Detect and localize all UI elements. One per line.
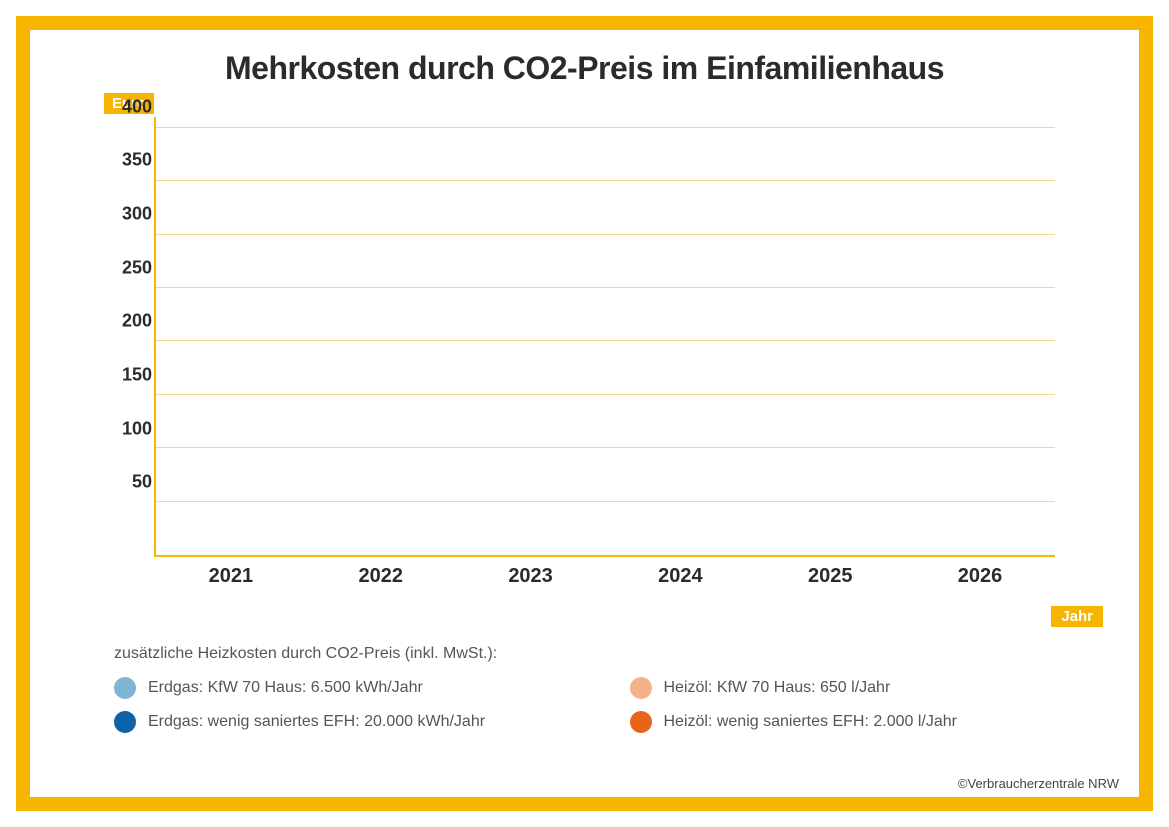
legend-swatch [630,677,652,699]
x-tick-label: 2021 [209,565,254,588]
bar-value-label: 39 [177,526,194,544]
bar-value-label: 190 [567,517,584,544]
legend-swatch [114,677,136,699]
bar-value-label: 215 [653,517,670,544]
legend-title: zusätzliche Heizkosten durch CO2-Preis (… [114,645,1105,663]
bar-value-label: 62 [541,526,558,544]
bar-value-label: 317 [867,517,884,544]
copyright-text: ©Verbraucherzentrale NRW [958,776,1119,791]
bar-value-label: 52 [241,526,258,544]
legend-item: Heizöl: KfW 70 Haus: 650 l/Jahr [630,677,1106,699]
legend-item: Erdgas: wenig saniertes EFH: 20.000 kWh/… [114,711,590,733]
bar-value-label: 349-412 [1017,485,1034,544]
y-tick-label: 250 [108,257,152,278]
chart-title: Mehrkosten durch CO2-Preis im Einfamilie… [64,50,1105,87]
legend: zusätzliche Heizkosten durch CO2-Preis (… [114,645,1105,733]
bar-value-label: 47 [327,526,344,544]
x-tick-label: 2023 [508,565,553,588]
y-tick-label: 100 [108,418,152,439]
legend-label: Heizöl: wenig saniertes EFH: 2.000 l/Jah… [664,713,957,731]
y-tick-label: 350 [108,150,152,171]
bar-value-label: 143 [503,517,520,544]
legend-label: Erdgas: wenig saniertes EFH: 20.000 kWh/… [148,713,485,731]
chart-area: Euro 39120521592021471446219020224714362… [104,97,1095,597]
gridline [156,447,1055,448]
y-tick-label: 400 [108,96,152,117]
bar-value-label: 70 [627,526,644,544]
legend-item: Heizöl: wenig saniertes EFH: 2.000 l/Jah… [630,711,1106,733]
gridline [156,501,1055,502]
bar-value-label: 93 [691,526,708,544]
gridline [156,394,1055,395]
bar-value-label: 78 [777,526,794,544]
legend-item: Erdgas: KfW 70 Haus: 6.500 kWh/Jahr [114,677,590,699]
x-tick-label: 2022 [358,565,403,588]
bar-value-label: 159 [267,517,284,544]
legend-items: Erdgas: KfW 70 Haus: 6.500 kWh/Jahr Heizö… [114,677,1105,733]
y-tick-label: 50 [108,472,152,493]
legend-label: Heizöl: KfW 70 Haus: 650 l/Jahr [664,679,891,697]
gridline [156,127,1055,128]
bar-groups: 3912052159202147144621902022471436219020… [156,117,1055,555]
x-tick-label: 2024 [658,565,703,588]
bar-value-label: 285 [717,517,734,544]
bar-value-label: 120 [203,517,220,544]
bar-value-label: 113-134 [991,486,1008,544]
legend-swatch [114,711,136,733]
chart-frame: Mehrkosten durch CO2-Preis im Einfamilie… [16,16,1153,811]
legend-swatch [630,711,652,733]
bar-value-label: 62 [391,526,408,544]
y-tick-label: 300 [108,204,152,225]
gridline [156,340,1055,341]
plot-area: 3912052159202147144621902022471436219020… [154,117,1055,557]
bar-value-label: 190 [417,517,434,544]
y-tick-label: 200 [108,311,152,332]
x-axis-label: Jahr [1051,606,1103,627]
bar-value-label: 263-311 [953,486,970,544]
bar-value-label: 239 [803,517,820,544]
bar-value-label: 47 [477,526,494,544]
x-tick-label: 2026 [958,565,1003,588]
bar-value-label: 144 [353,517,370,544]
y-tick-label: 150 [108,365,152,386]
x-tick-label: 2025 [808,565,853,588]
gridline [156,287,1055,288]
gridline [156,234,1055,235]
bar-value-label: 103 [841,517,858,544]
legend-label: Erdgas: KfW 70 Haus: 6.500 kWh/Jahr [148,679,423,697]
gridline [156,180,1055,181]
